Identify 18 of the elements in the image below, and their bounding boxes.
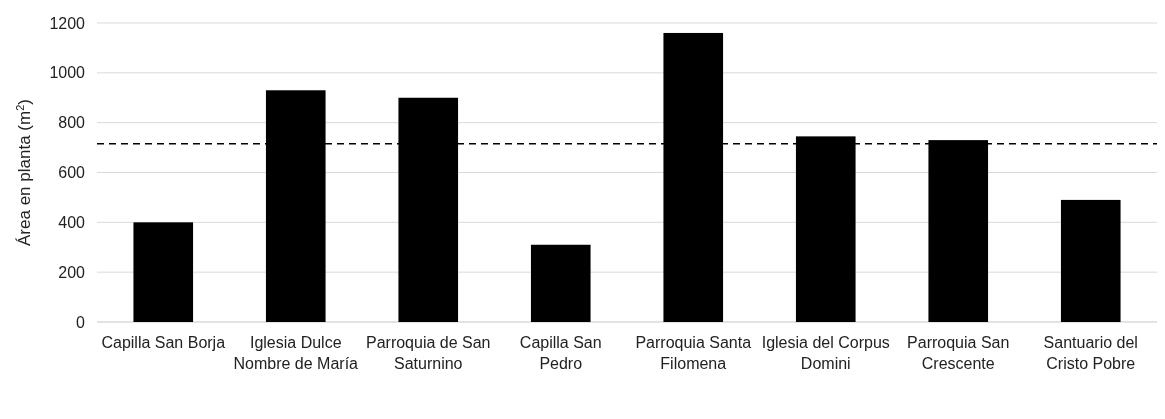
y-tick-label: 1200 — [49, 14, 86, 32]
x-tick-label: Capilla San Pedro — [519, 334, 602, 372]
bar — [133, 222, 194, 322]
x-tick-label: Parroquia San Crescente — [907, 334, 1010, 372]
x-tick-label: Parroquia de San Saturnino — [365, 334, 491, 372]
x-tick-label: Iglesia Dulce Nombre de María — [233, 334, 359, 372]
y-tick-label: 400 — [58, 213, 86, 231]
y-tick-label: 1000 — [49, 64, 86, 82]
x-tick-label: Capilla San Borja — [101, 334, 226, 351]
y-tick-label: 0 — [76, 313, 86, 331]
x-tick-label: Parroquia Santa Filomena — [635, 334, 752, 372]
x-tick-label: Santuario del Cristo Pobre — [1043, 334, 1138, 372]
y-tick-label: 200 — [58, 263, 86, 281]
bar — [530, 244, 591, 322]
x-tick-label: Iglesia del Corpus Domini — [761, 334, 890, 372]
y-tick-label: 600 — [58, 164, 86, 182]
y-tick-label: 800 — [58, 114, 86, 132]
bar — [1060, 199, 1121, 322]
